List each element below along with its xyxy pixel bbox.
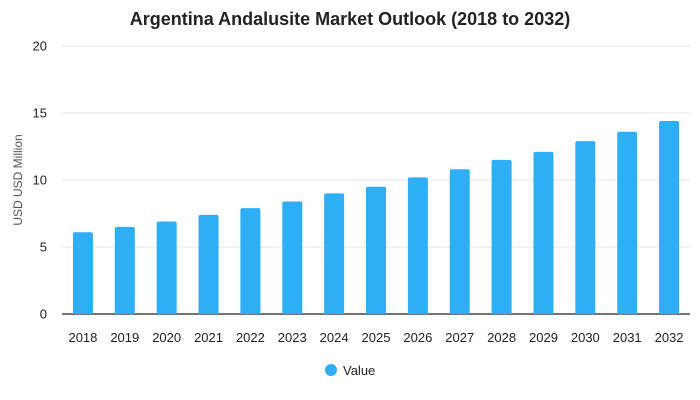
bar-2024 bbox=[324, 193, 345, 314]
bar-2021 bbox=[198, 214, 219, 314]
x-tick-label: 2031 bbox=[613, 330, 642, 345]
y-axis-title: USD USD Million bbox=[11, 134, 25, 225]
bar-2022 bbox=[240, 208, 261, 314]
x-tick-label: 2028 bbox=[487, 330, 516, 345]
x-tick-label: 2027 bbox=[445, 330, 474, 345]
x-tick-label: 2018 bbox=[68, 330, 97, 345]
bar-2018 bbox=[72, 232, 93, 314]
bar-2032 bbox=[659, 121, 680, 314]
bar-2030 bbox=[575, 141, 596, 314]
x-tick-label: 2032 bbox=[655, 330, 684, 345]
y-tick-label: 5 bbox=[40, 240, 47, 255]
x-tick-label: 2024 bbox=[320, 330, 349, 345]
y-tick-label: 15 bbox=[33, 106, 47, 121]
x-tick-label: 2026 bbox=[403, 330, 432, 345]
x-tick-label: 2029 bbox=[529, 330, 558, 345]
y-tick-label: 0 bbox=[40, 307, 47, 322]
legend-swatch bbox=[325, 364, 337, 376]
x-tick-label: 2022 bbox=[236, 330, 265, 345]
x-tick-label: 2019 bbox=[110, 330, 139, 345]
bar-2025 bbox=[366, 186, 386, 314]
x-axis-ticks: 2018 2019 2020 2021 2022 2023 2024 2025 2026 2027… bbox=[68, 330, 683, 345]
x-tick-label: 2025 bbox=[362, 330, 391, 345]
y-axis-ticks: 0 5 10 15 20 bbox=[33, 39, 47, 322]
legend-label: Value bbox=[343, 363, 375, 378]
x-tick-label: 2020 bbox=[152, 330, 181, 345]
bar-2023 bbox=[282, 201, 303, 314]
y-tick-label: 10 bbox=[33, 173, 47, 188]
bar-2020 bbox=[156, 221, 177, 314]
x-tick-label: 2023 bbox=[278, 330, 307, 345]
bar-2031 bbox=[617, 131, 638, 314]
bar-2026 bbox=[407, 177, 428, 314]
x-tick-label: 2030 bbox=[571, 330, 600, 345]
bar-2029 bbox=[533, 151, 554, 314]
x-tick-label: 2021 bbox=[194, 330, 223, 345]
bars bbox=[72, 121, 680, 314]
bar-2027 bbox=[449, 169, 470, 314]
bar-2019 bbox=[114, 226, 135, 314]
legend: Value bbox=[325, 363, 375, 378]
bar-2028 bbox=[491, 159, 512, 314]
y-tick-label: 20 bbox=[33, 39, 47, 54]
chart-title: Argentina Andalusite Market Outlook (201… bbox=[130, 9, 570, 29]
